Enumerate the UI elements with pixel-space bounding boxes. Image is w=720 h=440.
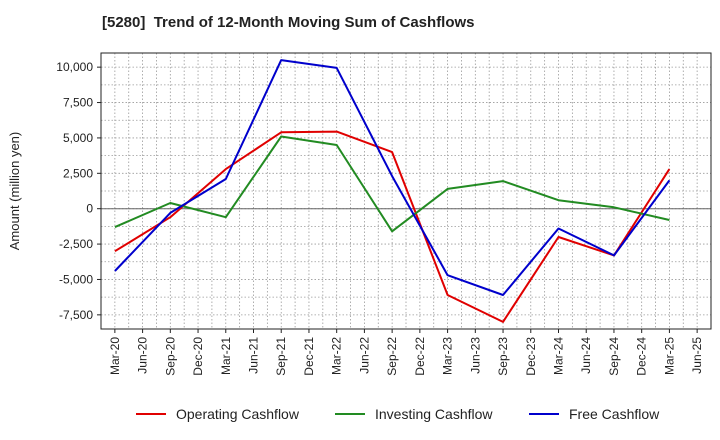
- x-tick-label: Sep-23: [496, 337, 510, 376]
- x-tick-label: Jun-24: [579, 337, 593, 374]
- plot-frame: [100, 52, 712, 330]
- y-tick-label: 0: [86, 202, 93, 216]
- legend-label-investing-cashflow: Investing Cashflow: [375, 406, 493, 422]
- x-tick-label: Mar-25: [662, 337, 676, 375]
- x-tick-label: Sep-24: [607, 337, 621, 376]
- series-line-operating-cashflow: [114, 130, 671, 323]
- y-tick-labels: 10,000 7,500 5,000 2,500 0 -2,500 -5,000 -7,500: [56, 60, 101, 322]
- chart-title: [5280] Trend of 12-Month Moving Sum of C…: [102, 14, 475, 31]
- x-tick-label: Sep-22: [385, 337, 399, 376]
- y-tick-label: 2,500: [63, 166, 93, 180]
- legend-label-free-cashflow: Free Cashflow: [569, 406, 660, 422]
- y-tick-label: -2,500: [59, 237, 93, 251]
- x-tick-label: Mar-21: [219, 337, 233, 375]
- series-line-free-cashflow: [114, 59, 671, 296]
- series-layer: [114, 59, 671, 323]
- x-tick-label: Sep-20: [163, 337, 177, 376]
- x-tick-label: Jun-22: [357, 337, 371, 374]
- y-axis-label: Amount (million yen): [7, 132, 22, 251]
- x-tick-label: Sep-21: [274, 337, 288, 376]
- x-tick-label: Jun-23: [468, 337, 482, 374]
- series-line-investing-cashflow: [114, 135, 670, 233]
- y-tick-label: 10,000: [56, 60, 93, 74]
- y-tick-label: 5,000: [63, 131, 93, 145]
- x-tick-label: Mar-20: [108, 337, 122, 375]
- x-tick-label: Jun-20: [136, 337, 150, 374]
- x-tick-label: Dec-20: [191, 337, 205, 376]
- legend-label-operating-cashflow: Operating Cashflow: [176, 406, 300, 422]
- y-tick-label: 7,500: [63, 96, 93, 110]
- x-tick-label: Dec-23: [524, 337, 538, 376]
- x-tick-label: Dec-22: [413, 337, 427, 376]
- x-tick-labels: Mar-20 Jun-20 Sep-20 Dec-20 Mar-21 Jun-21 Sep-…: [108, 329, 704, 376]
- x-tick-label: Mar-24: [552, 337, 566, 375]
- x-tick-label: Jun-25: [690, 337, 704, 374]
- legend: Operating Cashflow Investing Cashflow Free…: [136, 406, 660, 422]
- y-tick-label: -7,500: [59, 308, 93, 322]
- x-tick-label: Dec-24: [635, 337, 649, 376]
- x-tick-label: Dec-21: [302, 337, 316, 376]
- y-tick-label: -5,000: [59, 272, 93, 286]
- x-tick-label: Jun-21: [247, 337, 261, 374]
- x-tick-label: Mar-23: [441, 337, 455, 375]
- x-tick-label: Mar-22: [330, 337, 344, 375]
